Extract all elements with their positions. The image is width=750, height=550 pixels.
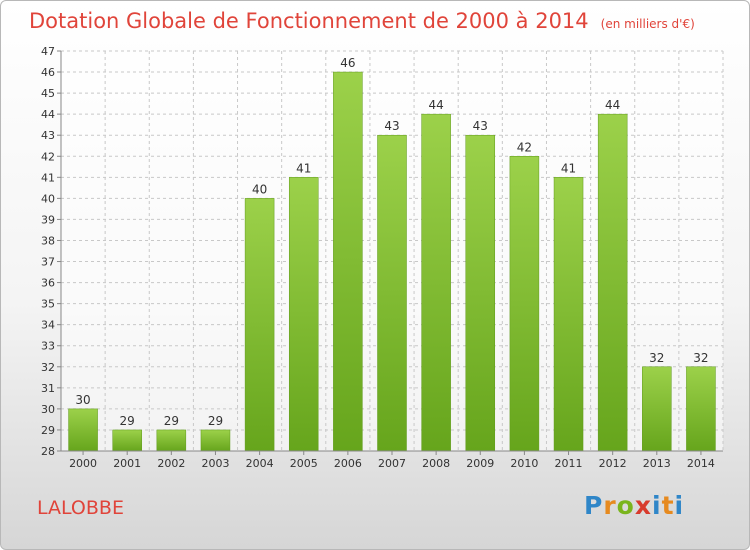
y-tick-label: 34 [41,319,55,332]
logo-letter-o: o [616,491,635,520]
y-tick-label: 44 [41,108,55,121]
bar-2009 [465,134,496,452]
y-tick-label: 46 [41,66,55,79]
x-tick-label: 2011 [555,457,583,470]
bar-2001 [112,429,142,452]
y-tick-label: 41 [41,171,55,184]
logo-letter-i2: i [674,491,685,520]
x-tick-label: 2002 [157,457,185,470]
y-tick-label: 31 [41,382,55,395]
logo-letter-t: t [661,491,675,520]
bar-2011 [553,177,584,452]
y-tick-label: 37 [41,256,55,269]
bar-value-label: 42 [517,140,532,154]
proxiti-logo: Proxiti [584,491,684,520]
bars: 30 29 29 29 40 41 46 43 44 43 42 41 44 32 32 [68,56,716,452]
bar-value-label: 30 [75,393,90,407]
x-tick-label: 2008 [422,457,450,470]
bar-2002 [156,429,187,452]
y-tick-label: 30 [41,403,55,416]
x-tick-label: 2012 [599,457,627,470]
bar-value-label: 32 [693,351,708,365]
y-tick-label: 35 [41,298,55,311]
logo-letter-p: P [584,491,604,520]
chart-title-text: Dotation Globale de Fonctionnement de 20… [29,9,589,33]
bar-value-label: 32 [649,351,664,365]
bar-value-label: 29 [164,414,179,428]
x-tick-label: 2000 [69,457,97,470]
logo-letter-x: x [634,491,652,520]
bar-2003 [200,429,231,452]
x-tick-label: 2007 [378,457,406,470]
y-tick-label: 39 [41,213,55,226]
bar-2006 [333,71,363,452]
bar-value-label: 43 [384,119,399,133]
bar-value-label: 43 [473,119,488,133]
chart-subtitle: (en milliers d'€) [600,17,695,31]
x-tick-label: 2014 [687,457,715,470]
axes: 28 29 30 31 32 33 34 35 36 37 38 39 40 41 42 43 44 45 46 47… [41,45,723,470]
y-tick-label: 28 [41,445,55,458]
bar-value-label: 44 [428,98,443,112]
bar-value-label: 41 [561,161,576,175]
x-tick-label: 2001 [113,457,141,470]
x-tick-label: 2013 [643,457,671,470]
y-tick-label: 42 [41,150,55,163]
bar-value-label: 29 [208,414,223,428]
y-tick-label: 36 [41,277,55,290]
y-tick-label: 43 [41,129,55,142]
bar-value-label: 40 [252,182,267,196]
bar-2007 [377,134,407,452]
y-tick-label: 32 [41,361,55,374]
chart-title: Dotation Globale de Fonctionnement de 20… [29,9,695,33]
bar-2014 [686,366,716,452]
bar-2008 [421,113,451,452]
x-tick-label: 2009 [466,457,494,470]
bar-value-label: 44 [605,98,620,112]
commune-name: LALOBBE [37,497,124,519]
x-tick-label: 2006 [334,457,362,470]
y-tick-label: 33 [41,340,55,353]
y-tick-label: 38 [41,234,55,247]
bar-value-label: 29 [120,414,135,428]
bar-value-label: 46 [340,56,355,70]
logo-letter-r: r [603,491,617,520]
x-tick-label: 2003 [201,457,229,470]
bar-2010 [509,156,540,452]
y-tick-label: 47 [41,45,55,58]
y-tick-label: 29 [41,424,55,437]
x-tick-label: 2004 [246,457,274,470]
x-tick-label: 2010 [510,457,538,470]
bar-2012 [597,113,628,452]
y-tick-label: 40 [41,192,55,205]
bar-value-label: 41 [296,161,311,175]
bar-2013 [642,366,672,452]
y-tick-label: 45 [41,87,55,100]
x-tick-label: 2005 [290,457,318,470]
logo-letter-i: i [652,491,662,520]
bar-2000 [68,408,98,452]
bar-2005 [288,177,319,452]
bar-2004 [244,198,275,452]
